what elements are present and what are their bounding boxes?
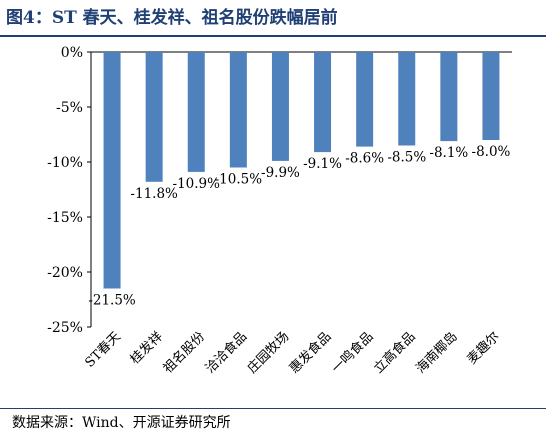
footer-divider [0, 408, 546, 409]
value-label: -10.9% [173, 176, 221, 192]
y-tick-label: -10% [47, 155, 83, 171]
x-tick-label: 庄园牧场 [244, 329, 292, 377]
data-labels: -21.5%-11.8%-10.9%-10.5%-9.9%-9.1% -8.6% -… [88, 144, 510, 309]
bar-series [103, 52, 500, 289]
x-tick-label: 海南椰岛 [413, 329, 461, 377]
value-label: -21.5% [88, 293, 136, 309]
x-tick-label: 麦趣尔 [465, 329, 503, 367]
value-label: -8.5% [387, 150, 426, 166]
source-note: 数据来源：Wind、开源证券研究所 [12, 415, 231, 431]
title-divider [0, 35, 546, 37]
value-label: -9.9% [261, 165, 300, 181]
bar [187, 52, 205, 172]
y-tick-label: -20% [47, 265, 83, 281]
value-label: -8.6% [345, 151, 384, 167]
bar [314, 52, 332, 153]
bar [229, 52, 247, 168]
value-label: -8.0% [472, 144, 511, 160]
x-tick-label: 惠发食品 [286, 329, 334, 377]
bar-chart: 0% -5% -10% -15% -20% -25% -21.5% -11.8%-10.9%… [47, 45, 512, 377]
y-tick-label: 0% [61, 45, 83, 61]
value-label: -8.1% [429, 145, 468, 161]
bar [145, 52, 163, 182]
bar [356, 52, 374, 147]
x-tick-label: 立高食品 [370, 329, 418, 377]
x-tick-label: 一鸣食品 [328, 329, 376, 377]
bar [271, 52, 289, 161]
bar [482, 52, 500, 140]
value-label: -9.1% [303, 156, 342, 172]
x-tick-label: 洽洽食品 [202, 329, 250, 377]
value-label: -10.5% [215, 172, 263, 188]
y-tick-label: -25% [47, 320, 83, 336]
x-tick-label: 桂发祥 [127, 329, 166, 368]
bar [440, 52, 458, 142]
x-tick-label: 祖名股份 [160, 329, 208, 377]
value-label: -11.8% [130, 186, 178, 202]
y-tick-label: -15% [47, 210, 83, 226]
x-tick-label: ST春天 [82, 329, 123, 370]
bar [398, 52, 416, 146]
page-title: 图4：ST 春天、桂发祥、祖名股份跌幅居前 [6, 8, 338, 28]
bar [103, 52, 121, 289]
y-tick-label: -5% [56, 100, 83, 116]
